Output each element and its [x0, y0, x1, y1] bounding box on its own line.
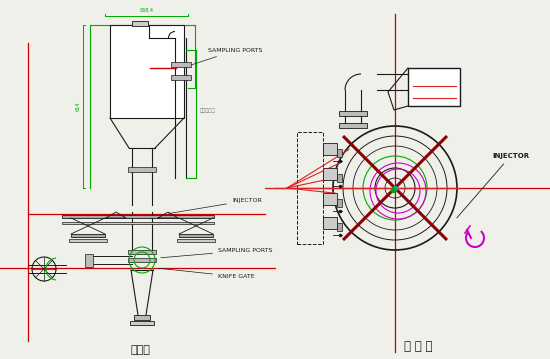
Text: 614: 614: [75, 101, 80, 111]
Text: INJECTOR: INJECTOR: [457, 153, 529, 218]
Bar: [71, 234, 105, 237]
Text: 파이프라인: 파이프라인: [200, 108, 216, 113]
Bar: [339, 111, 367, 116]
Bar: [337, 174, 342, 182]
Bar: [62, 215, 214, 218]
Bar: [128, 258, 156, 262]
Bar: [134, 315, 150, 320]
Text: INJECTOR: INJECTOR: [169, 198, 262, 214]
Bar: [128, 167, 156, 172]
Text: 평 면 도: 평 면 도: [404, 340, 432, 354]
Bar: [171, 62, 191, 67]
Text: SAMPLING PORTS: SAMPLING PORTS: [161, 248, 272, 258]
Bar: [132, 21, 148, 26]
Bar: [323, 217, 337, 229]
Bar: [323, 193, 337, 205]
Bar: [408, 68, 460, 106]
Bar: [337, 223, 342, 231]
Bar: [323, 168, 337, 180]
Bar: [110, 25, 184, 118]
Bar: [85, 254, 93, 267]
Bar: [337, 199, 342, 207]
Bar: [323, 143, 337, 155]
Text: SAMPLING PORTS: SAMPLING PORTS: [191, 48, 262, 65]
Bar: [130, 321, 154, 325]
Bar: [179, 234, 213, 237]
Bar: [128, 250, 156, 254]
Bar: [171, 75, 191, 80]
Bar: [69, 239, 107, 242]
Text: 868.4: 868.4: [140, 8, 154, 13]
Bar: [177, 239, 215, 242]
Bar: [337, 149, 342, 157]
Bar: [62, 222, 214, 224]
Text: 정면도: 정면도: [130, 345, 150, 355]
Text: KNIFE GATE: KNIFE GATE: [159, 268, 255, 279]
Bar: [297, 132, 323, 244]
Bar: [339, 123, 367, 128]
